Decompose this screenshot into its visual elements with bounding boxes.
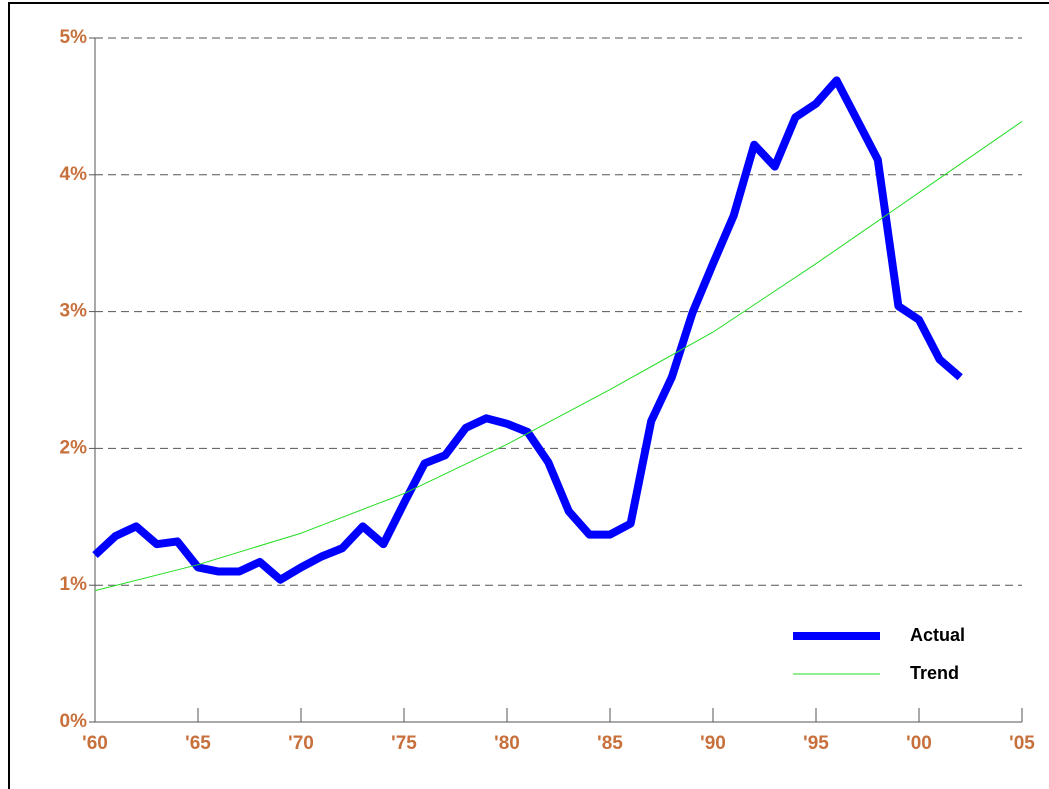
x-tick-label: '60 [82,733,108,754]
legend-label: Actual [910,625,965,645]
x-tick-label: '05 [1009,733,1035,754]
y-tick-label: 2% [60,437,88,458]
x-tick-label: '90 [700,733,726,754]
legend-label: Trend [910,663,959,683]
series-line [94,121,1023,592]
x-tick-label: '85 [597,733,623,754]
x-tick-label: '95 [803,733,829,754]
series-line [92,76,963,584]
y-tick-label: 3% [60,301,88,322]
y-tick-label: 1% [60,574,88,595]
x-tick-label: '80 [494,733,520,754]
x-tick-label: '75 [391,733,417,754]
x-tick-label: '70 [288,733,314,754]
y-tick-label: 5% [60,27,88,48]
x-tick-label: '65 [185,733,211,754]
y-tick-label: 4% [60,164,88,185]
y-tick-label: 0% [60,711,88,732]
x-tick-label: '00 [906,733,932,754]
